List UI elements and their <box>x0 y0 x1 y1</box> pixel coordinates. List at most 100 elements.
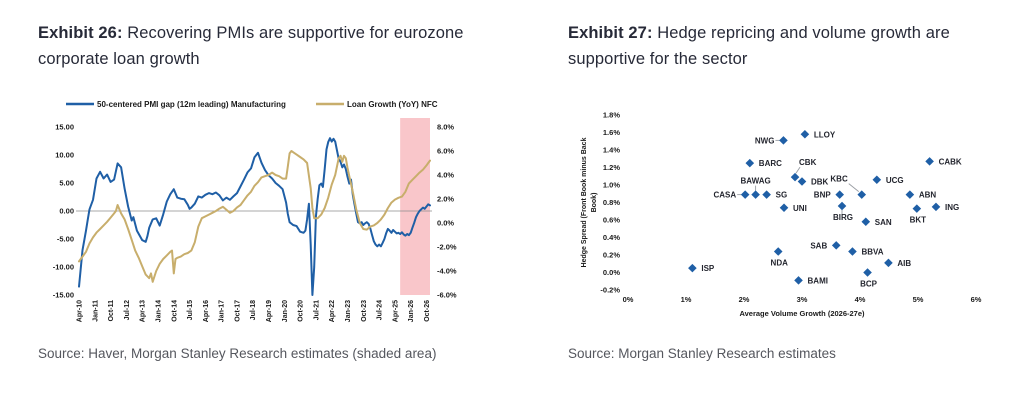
exhibit-27-source: Source: Morgan Stanley Research estimate… <box>568 346 836 361</box>
x-axis-tick: Oct-11 <box>108 300 115 322</box>
x-axis-tick: Jan-17 <box>219 300 226 322</box>
scatter-label-BAWAG: BAWAG <box>740 177 770 186</box>
x-axis-tick: 3% <box>797 295 808 304</box>
right-axis-tick: 4.0% <box>437 171 454 180</box>
loan-growth-line <box>78 150 431 283</box>
x-axis-tick: Jul-18 <box>250 300 257 320</box>
x-axis-tick: Apr-16 <box>203 300 210 322</box>
scatter-label-NWG: NWG <box>755 136 775 145</box>
x-axis-tick: Apr-19 <box>266 300 273 322</box>
scatter-point-BKT <box>912 204 922 213</box>
scatter-label-ABN: ABN <box>919 191 937 200</box>
scatter-label-BAMI: BAMI <box>808 276 828 285</box>
scatter-label-LLOY: LLOY <box>814 130 836 139</box>
x-axis-tick: Jul-15 <box>187 300 194 320</box>
left-axis-tick: 0.00 <box>59 207 74 216</box>
hedge-spread-volume-scatter-chart: 1.8% 1.6% 1.4% 1.2% 1.0% 0.8% 0.6% 0.4% 0.2% 0.0%… <box>581 111 982 319</box>
left-axis-tick: 10.00 <box>55 151 74 160</box>
x-axis-tick: 6% <box>971 295 982 304</box>
y-axis-tick: 0.6% <box>603 216 620 225</box>
scatter-label-SG: SG <box>776 191 788 200</box>
exhibit-26-source: Source: Haver, Morgan Stanley Research e… <box>38 346 437 361</box>
scatter-point-DBK <box>797 177 807 186</box>
scatter-point-SAN <box>861 217 871 227</box>
scatter-label-UNI: UNI <box>793 204 807 213</box>
y-axis-tick: -0.2% <box>600 286 620 295</box>
x-axis-tick: Jan-20 <box>282 300 289 322</box>
x-axis-title: Average Volume Growth (2026-27e) <box>739 309 865 318</box>
exhibit-27-label: Exhibit 27: <box>568 24 653 42</box>
left-axis-tick: -5.00 <box>57 235 74 244</box>
scatter-point-KBC <box>857 190 867 199</box>
x-axis-tick: 4% <box>855 295 866 304</box>
exhibit-26-title: Exhibit 26: Recovering PMIs are supporti… <box>38 20 468 72</box>
scatter-label-CABK: CABK <box>939 157 962 166</box>
scatter-label-BBVA: BBVA <box>861 248 883 257</box>
scatter-point-UCG <box>872 175 882 185</box>
x-axis-tick: Jan-11 <box>92 300 99 322</box>
scatter-point-SAB <box>831 241 841 250</box>
right-axis-tick: 2.0% <box>437 195 454 204</box>
pmi-gap-line <box>78 137 431 296</box>
left-axis-tick: -10.00 <box>53 263 74 272</box>
x-axis-tick: Jan-26 <box>408 300 415 322</box>
scatter-point-CABK <box>925 157 934 166</box>
y-axis-tick: 0.8% <box>603 198 620 207</box>
exhibit-26-label: Exhibit 26: <box>38 24 123 42</box>
pmi-loan-growth-line-chart: 15.00 10.00 5.00 0.00 -5.00 -10.00 -15.00 8.0% 6… <box>53 100 457 322</box>
x-axis-tick: Apr-10 <box>77 300 84 322</box>
right-axis-tick: 6.0% <box>437 147 454 156</box>
scatter-point-ABN <box>905 190 915 199</box>
scatter-point-SG <box>762 190 771 199</box>
scatter-point-UNI <box>779 203 789 213</box>
scatter-label-ING: ING <box>945 203 959 212</box>
x-axis-tick: 5% <box>913 295 924 304</box>
forecast-shaded-area <box>400 118 430 295</box>
scatter-point-CASA <box>740 190 750 199</box>
exhibit-27-panel: Exhibit 27: Hedge repricing and volume g… <box>530 0 1024 411</box>
y-axis-tick: 1.4% <box>603 146 620 155</box>
scatter-point-BBVA <box>848 247 857 256</box>
exhibit-27-title: Exhibit 27: Hedge repricing and volume g… <box>568 20 998 72</box>
right-axis-tick: 0.0% <box>437 219 454 228</box>
right-axis-tick: -2.0% <box>437 243 457 252</box>
scatter-label-CASA: CASA <box>713 191 736 200</box>
x-axis-tick: Jul-24 <box>377 300 384 320</box>
scatter-label-KBC: KBC <box>830 175 848 184</box>
label-leader-line <box>848 183 860 192</box>
x-axis-tick: Apr-25 <box>392 300 399 322</box>
scatter-label-DBK: DBK <box>811 178 829 187</box>
right-axis-tick: 8.0% <box>437 123 454 132</box>
y-axis-tick: 1.0% <box>603 181 620 190</box>
left-axis-tick: -15.00 <box>53 291 74 300</box>
x-axis-tick: Oct-26 <box>424 300 431 322</box>
x-axis-tick: 2% <box>739 295 750 304</box>
y-axis-tick: 1.2% <box>603 163 620 172</box>
x-axis-tick: Jan-14 <box>155 300 162 322</box>
y-axis-title: Book) <box>591 193 598 213</box>
scatter-label-SAN: SAN <box>875 218 892 227</box>
scatter-point-ISP <box>688 263 697 273</box>
x-axis-tick: Jul-12 <box>124 300 131 320</box>
scatter-point-BCP <box>863 268 872 277</box>
scatter-label-BNP: BNP <box>814 191 832 200</box>
scatter-point-CBK <box>790 172 800 182</box>
legend-label: 50-centered PMI gap (12m leading) Manufa… <box>97 100 286 109</box>
x-axis-tick: 0% <box>623 295 634 304</box>
scatter-label-BARC: BARC <box>759 159 782 168</box>
scatter-label-ISP: ISP <box>701 264 715 273</box>
scatter-point-BIRG <box>837 201 847 211</box>
scatter-point-ING <box>931 202 941 212</box>
legend-label: Loan Growth (YoY) NFC <box>347 100 438 109</box>
scatter-label-BKT: BKT <box>910 216 927 225</box>
scatter-label-AIB: AIB <box>897 259 911 268</box>
right-axis-tick: -6.0% <box>437 291 457 300</box>
x-axis-tick: Jul-21 <box>313 300 320 320</box>
y-axis-tick: 0.4% <box>603 233 620 242</box>
x-axis-tick: 1% <box>681 295 692 304</box>
scatter-label-SAB: SAB <box>810 241 827 250</box>
scatter-label-BIRG: BIRG <box>833 213 853 222</box>
right-axis-tick: -4.0% <box>437 267 457 276</box>
exhibit-26-title-text: Recovering PMIs are supportive for euroz… <box>38 24 464 68</box>
